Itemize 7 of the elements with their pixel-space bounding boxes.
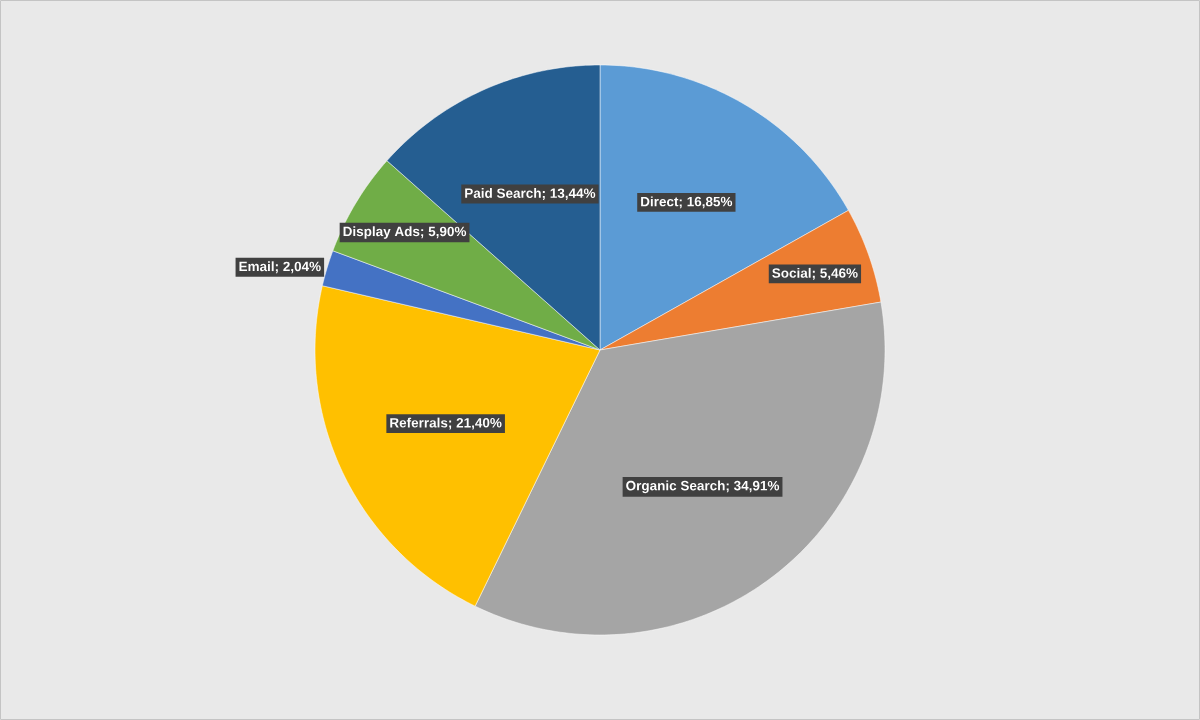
data-label: Organic Search; 34,91%	[626, 480, 780, 494]
data-label: Email; 2,04%	[239, 261, 321, 274]
data-label: Referrals; 21,40%	[390, 417, 502, 430]
data-label: Paid Search; 13,44%	[465, 188, 596, 200]
data-label: Direct; 16,85%	[641, 196, 733, 209]
data-label: Display Ads; 5,90%	[343, 226, 467, 239]
data-label: Social; 5,46%	[772, 267, 858, 280]
